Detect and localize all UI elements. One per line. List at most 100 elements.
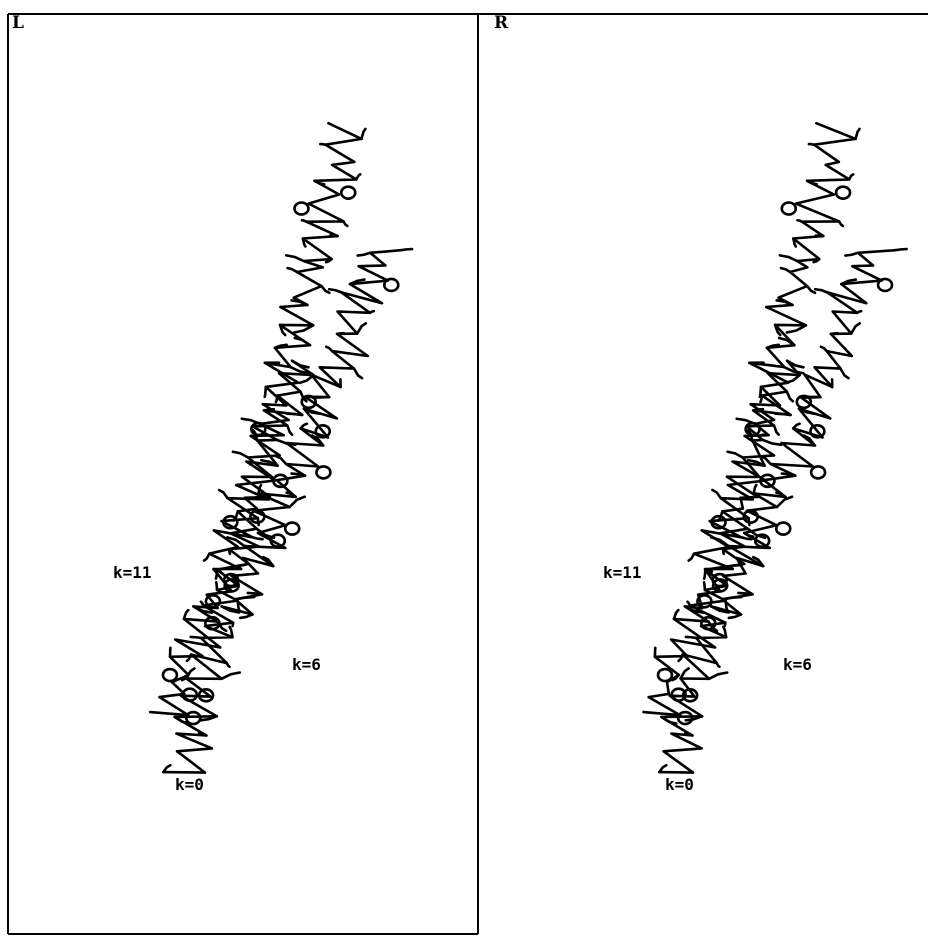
side-chain <box>311 395 331 399</box>
side-chain <box>212 567 222 573</box>
side-chain <box>761 438 783 447</box>
side-chain <box>837 220 845 228</box>
backbone <box>642 359 802 717</box>
side-chain <box>301 237 307 248</box>
side-chain <box>679 667 690 680</box>
side-chain <box>684 635 698 640</box>
annotation: k=0 <box>175 775 204 794</box>
side-chain <box>182 608 190 621</box>
ring <box>283 521 301 536</box>
side-chain <box>711 488 723 500</box>
side-chain <box>777 336 796 347</box>
ring <box>223 578 240 593</box>
side-chain <box>257 483 263 495</box>
side-chain <box>797 407 816 416</box>
side-chain <box>246 591 264 596</box>
ring <box>269 533 287 549</box>
side-chain <box>779 266 792 274</box>
side-chain <box>238 613 254 620</box>
side-chain <box>747 428 754 442</box>
side-chain <box>792 237 798 248</box>
ring <box>710 514 727 530</box>
side-chain <box>785 390 795 403</box>
side-chain <box>687 552 696 562</box>
ring <box>876 277 894 293</box>
side-chain <box>290 472 307 478</box>
panel-label: L <box>12 13 24 33</box>
side-chain <box>751 407 765 412</box>
side-chain <box>288 495 306 509</box>
side-chain <box>784 373 801 385</box>
ring <box>696 594 713 609</box>
side-chain <box>192 605 214 615</box>
side-chain <box>274 394 279 404</box>
side-chain <box>256 516 260 527</box>
side-chain <box>261 402 268 407</box>
ring <box>382 277 400 293</box>
backbone <box>709 248 897 616</box>
side-chain <box>263 385 268 399</box>
side-chain <box>284 254 306 263</box>
ring <box>742 509 759 524</box>
side-chain <box>300 218 308 224</box>
side-chain <box>772 424 781 437</box>
side-chain <box>774 412 792 417</box>
side-chain <box>683 605 705 615</box>
side-chain <box>319 142 327 146</box>
side-chain <box>727 613 743 620</box>
ring <box>681 688 699 703</box>
side-chain <box>775 299 794 307</box>
side-chain <box>289 365 311 375</box>
side-chain <box>773 323 782 337</box>
side-chain <box>360 127 367 141</box>
side-chain <box>285 491 297 499</box>
side-chain <box>368 309 376 315</box>
side-chain <box>237 565 243 571</box>
side-chain <box>275 438 297 447</box>
side-chain <box>839 367 850 380</box>
side-chain <box>279 305 286 310</box>
ring <box>809 423 826 439</box>
left-panel: L k=11 k=6 k=0 <box>12 13 414 794</box>
annotation: k=6 <box>783 655 812 674</box>
side-chain <box>807 142 816 146</box>
side-chain <box>847 173 855 181</box>
side-chain <box>720 595 743 601</box>
annotation: k=11 <box>113 563 152 582</box>
side-chain <box>747 516 751 527</box>
ring <box>339 185 357 200</box>
backbone <box>657 121 857 774</box>
side-chain <box>721 547 726 556</box>
side-chain <box>686 600 692 607</box>
side-chain <box>751 555 765 568</box>
side-chain <box>672 608 680 621</box>
side-chain <box>197 731 208 737</box>
side-chain <box>228 625 234 639</box>
side-chain <box>802 434 817 447</box>
right-panel: R k=11 k=6 k=0 <box>494 13 908 794</box>
side-chain <box>286 266 299 274</box>
side-chain <box>199 600 205 607</box>
side-chain <box>173 715 191 725</box>
side-chain <box>660 715 678 725</box>
side-chain <box>273 454 288 466</box>
side-chain <box>216 620 228 633</box>
side-chain <box>327 287 343 294</box>
side-chain <box>352 367 364 380</box>
side-chain <box>290 299 309 307</box>
side-chain <box>822 414 832 420</box>
ring <box>774 521 792 536</box>
annotation: k=6 <box>292 655 321 674</box>
side-chain <box>749 402 756 407</box>
ring <box>834 185 852 200</box>
side-chain <box>684 715 704 722</box>
side-chain <box>765 343 780 350</box>
side-chain <box>237 562 250 567</box>
ring <box>300 394 318 410</box>
side-chain <box>683 731 694 737</box>
side-chain <box>180 673 190 682</box>
backbone <box>162 121 363 774</box>
side-chain <box>202 552 211 562</box>
side-chain <box>844 251 860 257</box>
side-chain <box>225 661 231 669</box>
